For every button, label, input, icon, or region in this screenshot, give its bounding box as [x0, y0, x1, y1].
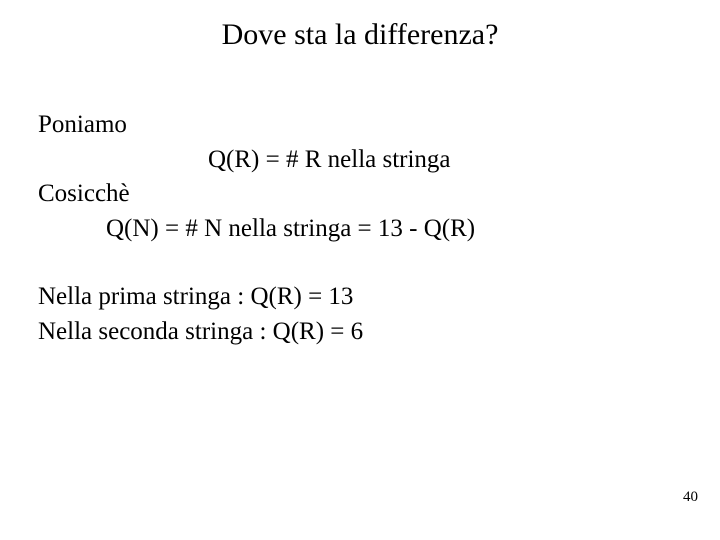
equation-qn: Q(N) = # N nella stringa = 13 - Q(R): [38, 212, 684, 247]
paragraph-seconda: Nella seconda stringa : Q(R) = 6: [38, 315, 684, 350]
equation-qr: Q(R) = # R nella stringa: [38, 143, 684, 178]
page-number: 40: [683, 489, 698, 506]
slide-title: Dove sta la differenza?: [36, 18, 684, 52]
paragraph-poniamo: Poniamo: [38, 108, 684, 143]
slide-body: Poniamo Q(R) = # R nella stringa Cosicch…: [36, 108, 684, 349]
paragraph-prima: Nella prima stringa : Q(R) = 13: [38, 280, 684, 315]
paragraph-cosicche: Cosicchè: [38, 177, 684, 212]
